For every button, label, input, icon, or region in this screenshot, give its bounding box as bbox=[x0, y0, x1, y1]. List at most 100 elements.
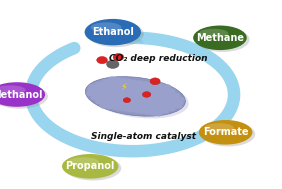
Circle shape bbox=[149, 93, 157, 98]
Circle shape bbox=[155, 94, 162, 99]
Circle shape bbox=[150, 78, 160, 85]
Ellipse shape bbox=[199, 29, 228, 38]
Circle shape bbox=[105, 87, 113, 92]
Circle shape bbox=[175, 103, 182, 109]
Circle shape bbox=[95, 82, 103, 87]
Circle shape bbox=[150, 107, 158, 112]
Circle shape bbox=[100, 82, 108, 88]
Circle shape bbox=[107, 60, 119, 68]
Circle shape bbox=[109, 91, 117, 96]
Circle shape bbox=[116, 88, 124, 93]
Circle shape bbox=[97, 92, 105, 98]
Circle shape bbox=[87, 88, 95, 93]
Circle shape bbox=[117, 102, 125, 108]
Circle shape bbox=[123, 98, 131, 103]
Circle shape bbox=[122, 85, 130, 91]
Circle shape bbox=[139, 88, 147, 93]
Circle shape bbox=[91, 95, 99, 100]
Circle shape bbox=[177, 97, 184, 102]
Circle shape bbox=[95, 99, 103, 104]
Circle shape bbox=[130, 97, 138, 102]
Circle shape bbox=[162, 88, 170, 93]
Circle shape bbox=[164, 102, 171, 107]
Circle shape bbox=[108, 94, 116, 99]
Circle shape bbox=[113, 98, 121, 103]
Circle shape bbox=[151, 86, 159, 91]
Ellipse shape bbox=[85, 19, 141, 45]
Ellipse shape bbox=[87, 21, 144, 47]
Circle shape bbox=[133, 90, 140, 96]
Circle shape bbox=[104, 90, 112, 95]
Circle shape bbox=[139, 105, 147, 111]
Circle shape bbox=[135, 101, 143, 106]
Ellipse shape bbox=[204, 123, 234, 132]
Circle shape bbox=[136, 98, 144, 103]
Circle shape bbox=[153, 97, 161, 102]
Circle shape bbox=[106, 83, 114, 88]
Circle shape bbox=[114, 95, 122, 100]
Circle shape bbox=[167, 92, 175, 97]
Circle shape bbox=[115, 91, 123, 97]
Circle shape bbox=[126, 93, 134, 98]
Circle shape bbox=[97, 57, 107, 64]
Circle shape bbox=[158, 84, 166, 89]
Circle shape bbox=[145, 106, 153, 111]
Circle shape bbox=[150, 89, 158, 95]
Text: Formate: Formate bbox=[203, 127, 248, 137]
Circle shape bbox=[156, 108, 164, 113]
Circle shape bbox=[151, 104, 159, 109]
Circle shape bbox=[106, 101, 114, 106]
Ellipse shape bbox=[199, 120, 252, 145]
Circle shape bbox=[149, 110, 157, 115]
Ellipse shape bbox=[68, 157, 99, 167]
Circle shape bbox=[118, 81, 126, 87]
Circle shape bbox=[141, 99, 149, 104]
Ellipse shape bbox=[196, 27, 250, 52]
Circle shape bbox=[141, 81, 149, 87]
Circle shape bbox=[170, 99, 178, 105]
Circle shape bbox=[164, 98, 172, 104]
Circle shape bbox=[145, 89, 153, 94]
Circle shape bbox=[99, 86, 107, 91]
Circle shape bbox=[156, 90, 164, 95]
Circle shape bbox=[168, 88, 176, 94]
Text: CO₂ deep reduction: CO₂ deep reduction bbox=[109, 54, 207, 63]
Text: Methanol: Methanol bbox=[0, 90, 43, 99]
Circle shape bbox=[125, 79, 133, 84]
Circle shape bbox=[120, 92, 128, 98]
Circle shape bbox=[113, 81, 120, 86]
Text: Ethanol: Ethanol bbox=[92, 27, 134, 37]
Circle shape bbox=[133, 108, 141, 113]
Circle shape bbox=[127, 107, 135, 112]
Circle shape bbox=[176, 100, 184, 105]
Circle shape bbox=[157, 87, 164, 92]
Text: Methane: Methane bbox=[196, 33, 244, 43]
Circle shape bbox=[169, 103, 177, 108]
Ellipse shape bbox=[89, 79, 189, 119]
Circle shape bbox=[128, 86, 136, 92]
Circle shape bbox=[124, 82, 131, 88]
Circle shape bbox=[92, 91, 100, 97]
Circle shape bbox=[110, 87, 118, 93]
Ellipse shape bbox=[65, 156, 121, 180]
Circle shape bbox=[103, 93, 111, 98]
Circle shape bbox=[96, 96, 104, 101]
Circle shape bbox=[136, 81, 144, 86]
Circle shape bbox=[102, 79, 109, 84]
Ellipse shape bbox=[85, 77, 185, 116]
Circle shape bbox=[131, 94, 139, 99]
Circle shape bbox=[107, 80, 115, 85]
Circle shape bbox=[127, 90, 135, 95]
Circle shape bbox=[152, 83, 160, 88]
Circle shape bbox=[142, 92, 151, 97]
Circle shape bbox=[111, 105, 118, 110]
Circle shape bbox=[107, 97, 115, 103]
Ellipse shape bbox=[0, 85, 26, 95]
Circle shape bbox=[125, 96, 133, 101]
Circle shape bbox=[160, 94, 168, 100]
Circle shape bbox=[117, 85, 125, 90]
Circle shape bbox=[172, 93, 180, 98]
Circle shape bbox=[159, 98, 167, 103]
Circle shape bbox=[119, 95, 127, 101]
Circle shape bbox=[161, 108, 169, 114]
